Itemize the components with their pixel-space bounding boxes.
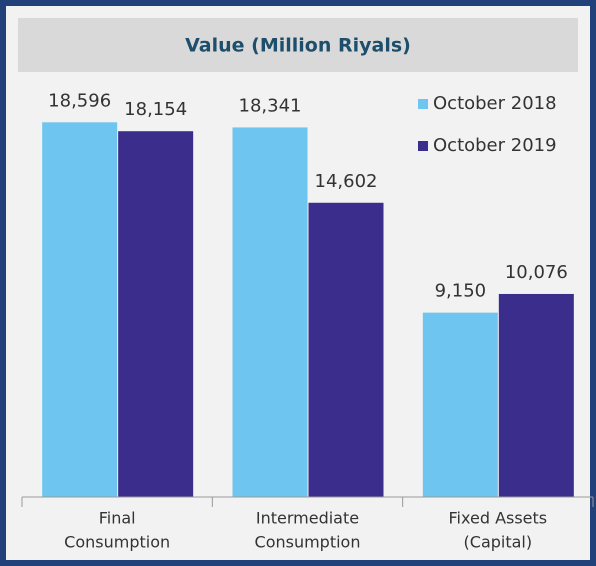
x-tick-label: (Capital) xyxy=(464,533,533,552)
x-tick-label: Consumption xyxy=(255,533,361,552)
x-tick-label: Final xyxy=(99,509,136,528)
legend-swatch xyxy=(418,99,428,109)
bar xyxy=(232,127,308,498)
legend-label: October 2019 xyxy=(433,135,557,156)
x-tick-label: Fixed Assets xyxy=(449,509,548,528)
value-label: 18,154 xyxy=(124,99,187,120)
value-label: 10,076 xyxy=(505,262,568,283)
bar xyxy=(308,202,384,497)
value-label: 18,341 xyxy=(239,95,302,116)
bar xyxy=(118,131,194,497)
value-label: 18,596 xyxy=(48,90,111,111)
value-label: 14,602 xyxy=(315,171,378,192)
legend-label: October 2018 xyxy=(433,93,557,114)
bar xyxy=(42,122,118,498)
bar xyxy=(498,293,574,497)
x-tick-label: Intermediate xyxy=(256,509,359,528)
bar xyxy=(422,312,498,497)
chart-title: Value (Million Riyals) xyxy=(185,35,411,57)
x-tick-label: Consumption xyxy=(64,533,170,552)
title-band xyxy=(18,18,578,72)
legend-swatch xyxy=(418,141,428,151)
value-label: 9,150 xyxy=(435,281,487,302)
